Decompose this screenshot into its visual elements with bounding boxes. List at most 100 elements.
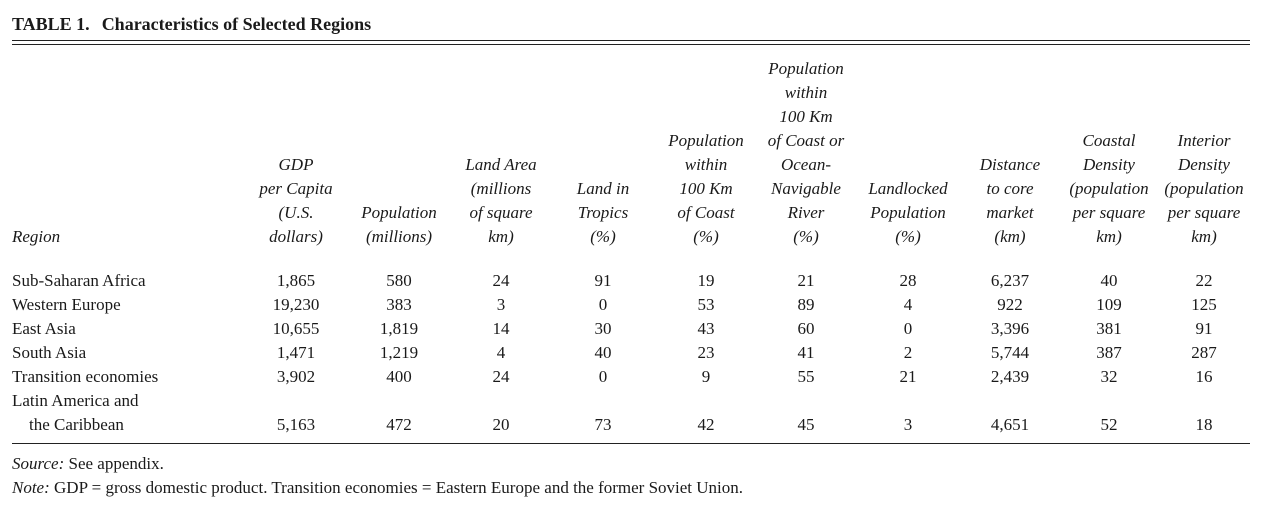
value-cell-population: 1,219 <box>379 343 419 362</box>
table-number: TABLE 1. <box>12 14 90 34</box>
top-double-rule <box>12 40 1250 45</box>
value-cell-tropics: 0 <box>598 367 608 386</box>
table-row: Western Europe 19,230 383 3 0 53 89 4 922 109 125 <box>12 293 1250 317</box>
value-cell-gdp: 5,163 <box>276 415 316 434</box>
table-notes: Source: See appendix. Note: GDP = gross d… <box>12 452 1250 500</box>
header-line: River <box>787 203 825 222</box>
value-cell-landlocked: 0 <box>903 319 913 338</box>
region-cell: Latin America and the Caribbean <box>12 389 246 443</box>
column-header-region: Region <box>12 45 246 255</box>
value-cell-land-area: 3 <box>496 295 506 314</box>
header-line: per square <box>1167 203 1241 222</box>
header-line: (population <box>1164 179 1244 198</box>
value-cell-tropics: 73 <box>594 415 612 434</box>
header-line: within <box>684 155 728 174</box>
header-line: (population <box>1069 179 1149 198</box>
header-line: GDP <box>278 155 314 174</box>
header-line: of square <box>469 203 533 222</box>
value-cell-coastal-density: 109 <box>1096 295 1122 314</box>
value-cell-coast: 19 <box>697 271 715 290</box>
value-cell-landlocked: 4 <box>903 295 913 314</box>
value-cell-population: 383 <box>386 295 412 314</box>
source-note: Source: See appendix. <box>12 452 1250 476</box>
value-cell-population: 400 <box>386 367 412 386</box>
document: TABLE 1. Characteristics of Selected Regi… <box>12 12 1250 500</box>
value-cell-coast: 23 <box>697 343 715 362</box>
value-cell-coast: 9 <box>701 367 711 386</box>
note-label: Note: <box>12 478 50 497</box>
region-label: Sub-Saharan Africa <box>12 271 146 290</box>
value-cell-coastal-density: 52 <box>1100 415 1118 434</box>
value-cell-distance: 6,237 <box>990 271 1030 290</box>
value-cell-interior-density: 125 <box>1191 295 1217 314</box>
region-label: Latin America and <box>12 391 139 410</box>
value-cell-distance: 4,651 <box>990 415 1030 434</box>
header-line: Navigable <box>771 179 841 198</box>
header-line: Density <box>1083 155 1135 174</box>
note-label: Source: <box>12 454 65 473</box>
header-line: Landlocked <box>868 179 948 198</box>
header-line: (%) <box>590 227 616 246</box>
column-header-population: Population (millions) <box>346 45 452 255</box>
value-cell-gdp: 19,230 <box>272 295 320 314</box>
column-header-coast: Population within 100 Km of Coast (%) <box>656 45 756 255</box>
note-text: GDP = gross domestic product. Transition… <box>49 478 744 497</box>
header-line: km) <box>488 227 514 246</box>
region-label: the Caribbean <box>29 415 124 434</box>
column-header-distance: Distance to core market (km) <box>960 45 1060 255</box>
value-cell-coastal-density: 381 <box>1096 319 1122 338</box>
header-line: Population <box>870 203 946 222</box>
table-title: TABLE 1. Characteristics of Selected Regi… <box>12 12 1250 38</box>
header-line: (millions) <box>365 227 433 246</box>
header-line: km) <box>1191 227 1217 246</box>
header-line: km) <box>1096 227 1122 246</box>
header-line: per Capita <box>259 179 333 198</box>
value-cell-landlocked: 2 <box>903 343 913 362</box>
value-cell-distance: 3,396 <box>990 319 1030 338</box>
header-line: of Coast or <box>767 131 845 150</box>
header-line: Distance <box>979 155 1041 174</box>
header-line: Coastal <box>1082 131 1136 150</box>
region-cell: East Asia <box>12 317 246 341</box>
value-cell-gdp: 10,655 <box>272 319 320 338</box>
header-line: (U.S. <box>278 203 314 222</box>
value-cell-coast: 53 <box>697 295 715 314</box>
header-line: (km) <box>994 227 1026 246</box>
header-line: (millions <box>470 179 532 198</box>
header-line: Population <box>668 131 744 150</box>
header-line: Ocean- <box>780 155 832 174</box>
value-cell-coast-river: 41 <box>797 343 815 362</box>
value-cell-coast-river: 45 <box>797 415 815 434</box>
value-cell-interior-density: 22 <box>1195 271 1213 290</box>
value-cell-landlocked: 28 <box>899 271 917 290</box>
column-header-land-area: Land Area (millions of square km) <box>452 45 550 255</box>
header-line: of Coast <box>677 203 735 222</box>
table-title-text: Characteristics of Selected Regions <box>101 14 372 34</box>
value-cell-coast-river: 89 <box>797 295 815 314</box>
value-cell-gdp: 3,902 <box>276 367 316 386</box>
region-cell: Transition economies <box>12 365 246 389</box>
header-line: per square <box>1072 203 1146 222</box>
value-cell-land-area: 20 <box>492 415 510 434</box>
header-line: Interior <box>1177 131 1231 150</box>
value-cell-land-area: 24 <box>492 271 510 290</box>
value-cell-distance: 922 <box>997 295 1023 314</box>
header-line: within <box>784 83 828 102</box>
value-cell-population: 472 <box>386 415 412 434</box>
header-line: 100 Km <box>679 179 733 198</box>
region-cell: Western Europe <box>12 293 246 317</box>
value-cell-land-area: 4 <box>496 343 506 362</box>
table-body: Sub-Saharan Africa 1,865 580 24 91 19 21 28 6,23… <box>12 255 1250 443</box>
table-row: Transition economies 3,902 400 24 0 9 55 21 2,43… <box>12 365 1250 389</box>
value-cell-coast-river: 60 <box>797 319 815 338</box>
table-header: Region GDP per Capita (U.S. dollars) Populati… <box>12 45 1250 255</box>
value-cell-distance: 5,744 <box>990 343 1030 362</box>
value-cell-tropics: 91 <box>594 271 612 290</box>
value-cell-coast-river: 21 <box>797 271 815 290</box>
note-text: See appendix. <box>64 454 164 473</box>
header-line: 100 Km <box>779 107 833 126</box>
value-cell-tropics: 40 <box>594 343 612 362</box>
value-cell-tropics: 30 <box>594 319 612 338</box>
value-cell-coastal-density: 387 <box>1096 343 1122 362</box>
value-cell-gdp: 1,471 <box>276 343 316 362</box>
